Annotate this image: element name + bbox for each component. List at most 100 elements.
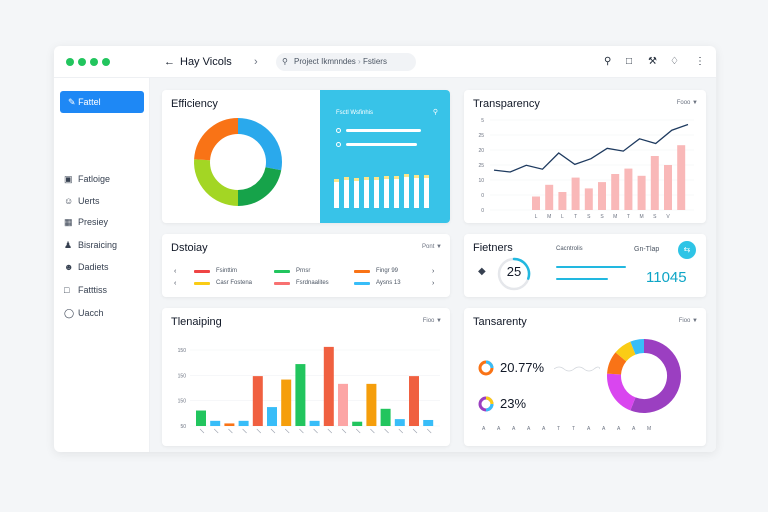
donut-slice	[630, 339, 645, 355]
x-tick-label: T	[627, 214, 630, 220]
window-dot[interactable]	[102, 58, 110, 66]
card-menu[interactable]: Fioo ▼	[423, 318, 442, 324]
edit-icon: ✎	[68, 97, 76, 107]
sidebar-item-label: Dadiets	[78, 262, 109, 272]
bar	[238, 420, 249, 426]
card-title: Dstoiay	[171, 242, 208, 254]
x-tick-mark	[270, 428, 276, 434]
more-icon[interactable]: ⋮	[695, 56, 705, 67]
window-dot[interactable]	[78, 58, 86, 66]
sidebar-item-bisraicing[interactable]: ♟ Bisraicing	[64, 240, 117, 251]
chevron-down-icon: ▼	[692, 318, 698, 324]
nav-icon[interactable]: ◆	[478, 266, 486, 277]
bar	[224, 423, 235, 426]
y-tick-label: 25	[478, 133, 484, 139]
menu-label: Pont	[422, 244, 435, 250]
gauge-value: 25	[506, 264, 522, 279]
bar	[295, 364, 306, 426]
card-title: Efficiency	[171, 98, 218, 110]
bar	[677, 145, 686, 210]
bar	[650, 156, 659, 210]
bar	[380, 408, 391, 426]
stat-value: 20.77%	[500, 360, 545, 375]
legend-swatch	[274, 270, 290, 273]
x-tick-label: S	[653, 214, 657, 220]
y-tick-label: 5	[481, 118, 484, 124]
sidebar-item-dadiets[interactable]: ☻ Dadiets	[64, 262, 109, 272]
swap-icon[interactable]: ⇆	[678, 241, 696, 259]
chevron-right-icon[interactable]: ›	[432, 268, 435, 275]
smile-icon: ☻	[64, 262, 74, 272]
card-menu[interactable]: Fioo ▼	[679, 318, 698, 324]
card-menu[interactable]: Pont ▼	[422, 244, 442, 250]
bar	[309, 420, 320, 426]
y-tick-label: 20	[478, 148, 484, 154]
y-tick-label: 150	[178, 373, 187, 379]
sidebar-item-active[interactable]: ✎ Fattel	[60, 91, 144, 113]
share-icon[interactable]: □	[626, 56, 633, 67]
x-tick-mark	[370, 428, 375, 434]
calendar-icon: ▦	[64, 217, 73, 227]
y-tick-label: 0	[481, 208, 484, 214]
mini-bar	[394, 176, 399, 208]
search-text: Project Ikmnndes	[294, 57, 356, 66]
y-tick-label: 150	[178, 348, 187, 354]
progress-fill	[346, 143, 417, 146]
arrow-left-icon[interactable]: ←	[164, 56, 175, 68]
x-tick-label: S	[600, 214, 604, 220]
bar	[571, 177, 580, 210]
mini-bar	[404, 174, 409, 208]
y-tick-label: 25	[478, 163, 484, 169]
trending-card: Tlenaiping Fioo ▼ 150 150 150 50	[162, 308, 450, 446]
chevron-down-icon: ▼	[692, 100, 698, 106]
lock-icon: ▣	[64, 174, 73, 184]
bell-icon[interactable]: ♢	[670, 56, 679, 67]
sidebar-item-uerts[interactable]: ☺ Uerts	[64, 196, 100, 206]
window-dot[interactable]	[90, 58, 98, 66]
chevron-left-icon[interactable]: ‹	[174, 268, 177, 275]
mini-bar	[384, 176, 389, 208]
search-input[interactable]: ⚲ Project Ikmnndes › Fstiers	[276, 53, 416, 71]
bar	[637, 175, 646, 210]
efficiency-card: Efficiency Fsctl Wsfinhis ⚲	[162, 90, 450, 223]
legend-swatch	[354, 270, 370, 273]
tools-icon[interactable]: ⚒	[648, 56, 657, 67]
metrics-panel: Fsctl Wsfinhis ⚲	[320, 90, 450, 223]
pin-icon[interactable]: ⚲	[432, 109, 438, 116]
chevron-right-icon[interactable]: ›	[432, 280, 435, 287]
x-tick-mark	[213, 428, 219, 434]
window-dot[interactable]	[66, 58, 74, 66]
mini-bar	[364, 177, 369, 208]
x-tick-label: L	[535, 214, 538, 220]
legend-label: Fingr 99	[376, 268, 399, 274]
search-icon: ⚲	[282, 57, 288, 66]
sparkline	[554, 366, 600, 372]
donut-slice	[607, 352, 627, 375]
sidebar-item-fatttiss[interactable]: □ Fatttiss	[64, 285, 107, 295]
x-tick-label: A	[602, 426, 606, 432]
x-tick-mark	[327, 428, 333, 434]
mini-bar	[344, 177, 349, 208]
x-tick-mark	[199, 428, 205, 434]
trending-chart: 150 150 150 50	[178, 346, 440, 434]
x-tick-mark	[384, 428, 389, 434]
chevron-left-icon[interactable]: ‹	[174, 280, 177, 287]
label-right: Gn-Tlap	[634, 246, 660, 253]
x-tick-label: A	[512, 426, 516, 432]
x-tick-mark	[313, 428, 318, 434]
bar	[323, 346, 334, 426]
legend-swatch	[194, 270, 210, 273]
sidebar-item-fatloige[interactable]: ▣ Fatloige	[64, 174, 110, 185]
pin-icon[interactable]: ⚲	[604, 56, 612, 67]
card-menu[interactable]: Fooo ▼	[677, 100, 698, 106]
x-tick-mark	[355, 428, 361, 434]
legend-label: Aysns 13	[376, 280, 401, 286]
donut-slice	[237, 118, 282, 171]
menu-label: Fioo	[422, 318, 435, 324]
bar	[352, 421, 363, 426]
sidebar-item-presiey[interactable]: ▦ Presiey	[64, 217, 108, 228]
sidebar-item-uacch[interactable]: ◯ Uacch	[64, 308, 104, 319]
x-tick-label: A	[587, 426, 591, 432]
panel-title: Fsctl Wsfinhis	[336, 110, 374, 116]
bar	[423, 419, 434, 426]
